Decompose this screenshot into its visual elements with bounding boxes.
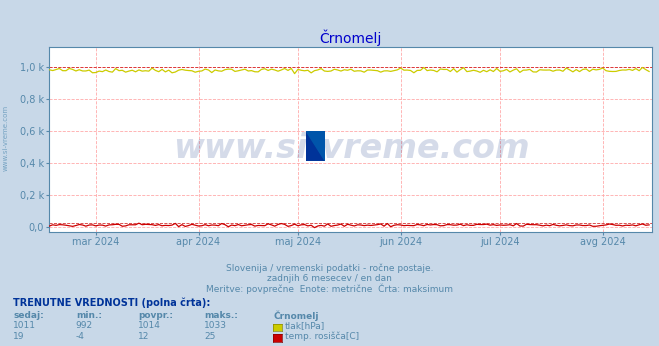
Text: min.:: min.: <box>76 311 101 320</box>
Text: 1011: 1011 <box>13 321 36 330</box>
Text: zadnjih 6 mesecev / en dan: zadnjih 6 mesecev / en dan <box>267 274 392 283</box>
Text: 1033: 1033 <box>204 321 227 330</box>
Bar <box>306 131 316 146</box>
Text: temp. rosišča[C]: temp. rosišča[C] <box>285 331 358 341</box>
Text: 12: 12 <box>138 332 150 341</box>
Text: www.si-vreme.com: www.si-vreme.com <box>2 105 9 172</box>
Text: Črnomelj: Črnomelj <box>273 310 319 321</box>
Text: -4: -4 <box>76 332 84 341</box>
Text: 19: 19 <box>13 332 24 341</box>
Text: TRENUTNE VREDNOSTI (polna črta):: TRENUTNE VREDNOSTI (polna črta): <box>13 298 211 308</box>
Text: povpr.:: povpr.: <box>138 311 173 320</box>
Text: 25: 25 <box>204 332 215 341</box>
Text: maks.:: maks.: <box>204 311 238 320</box>
Text: 992: 992 <box>76 321 93 330</box>
Text: sedaj:: sedaj: <box>13 311 44 320</box>
Polygon shape <box>306 131 325 161</box>
Text: tlak[hPa]: tlak[hPa] <box>285 321 325 330</box>
Text: www.si-vreme.com: www.si-vreme.com <box>173 132 529 165</box>
Polygon shape <box>306 131 325 161</box>
Text: 1014: 1014 <box>138 321 161 330</box>
Text: Slovenija / vremenski podatki - ročne postaje.: Slovenija / vremenski podatki - ročne po… <box>226 263 433 273</box>
Text: Meritve: povprečne  Enote: metrične  Črta: maksimum: Meritve: povprečne Enote: metrične Črta:… <box>206 284 453 294</box>
Title: Črnomelj: Črnomelj <box>320 29 382 46</box>
Bar <box>316 131 325 146</box>
